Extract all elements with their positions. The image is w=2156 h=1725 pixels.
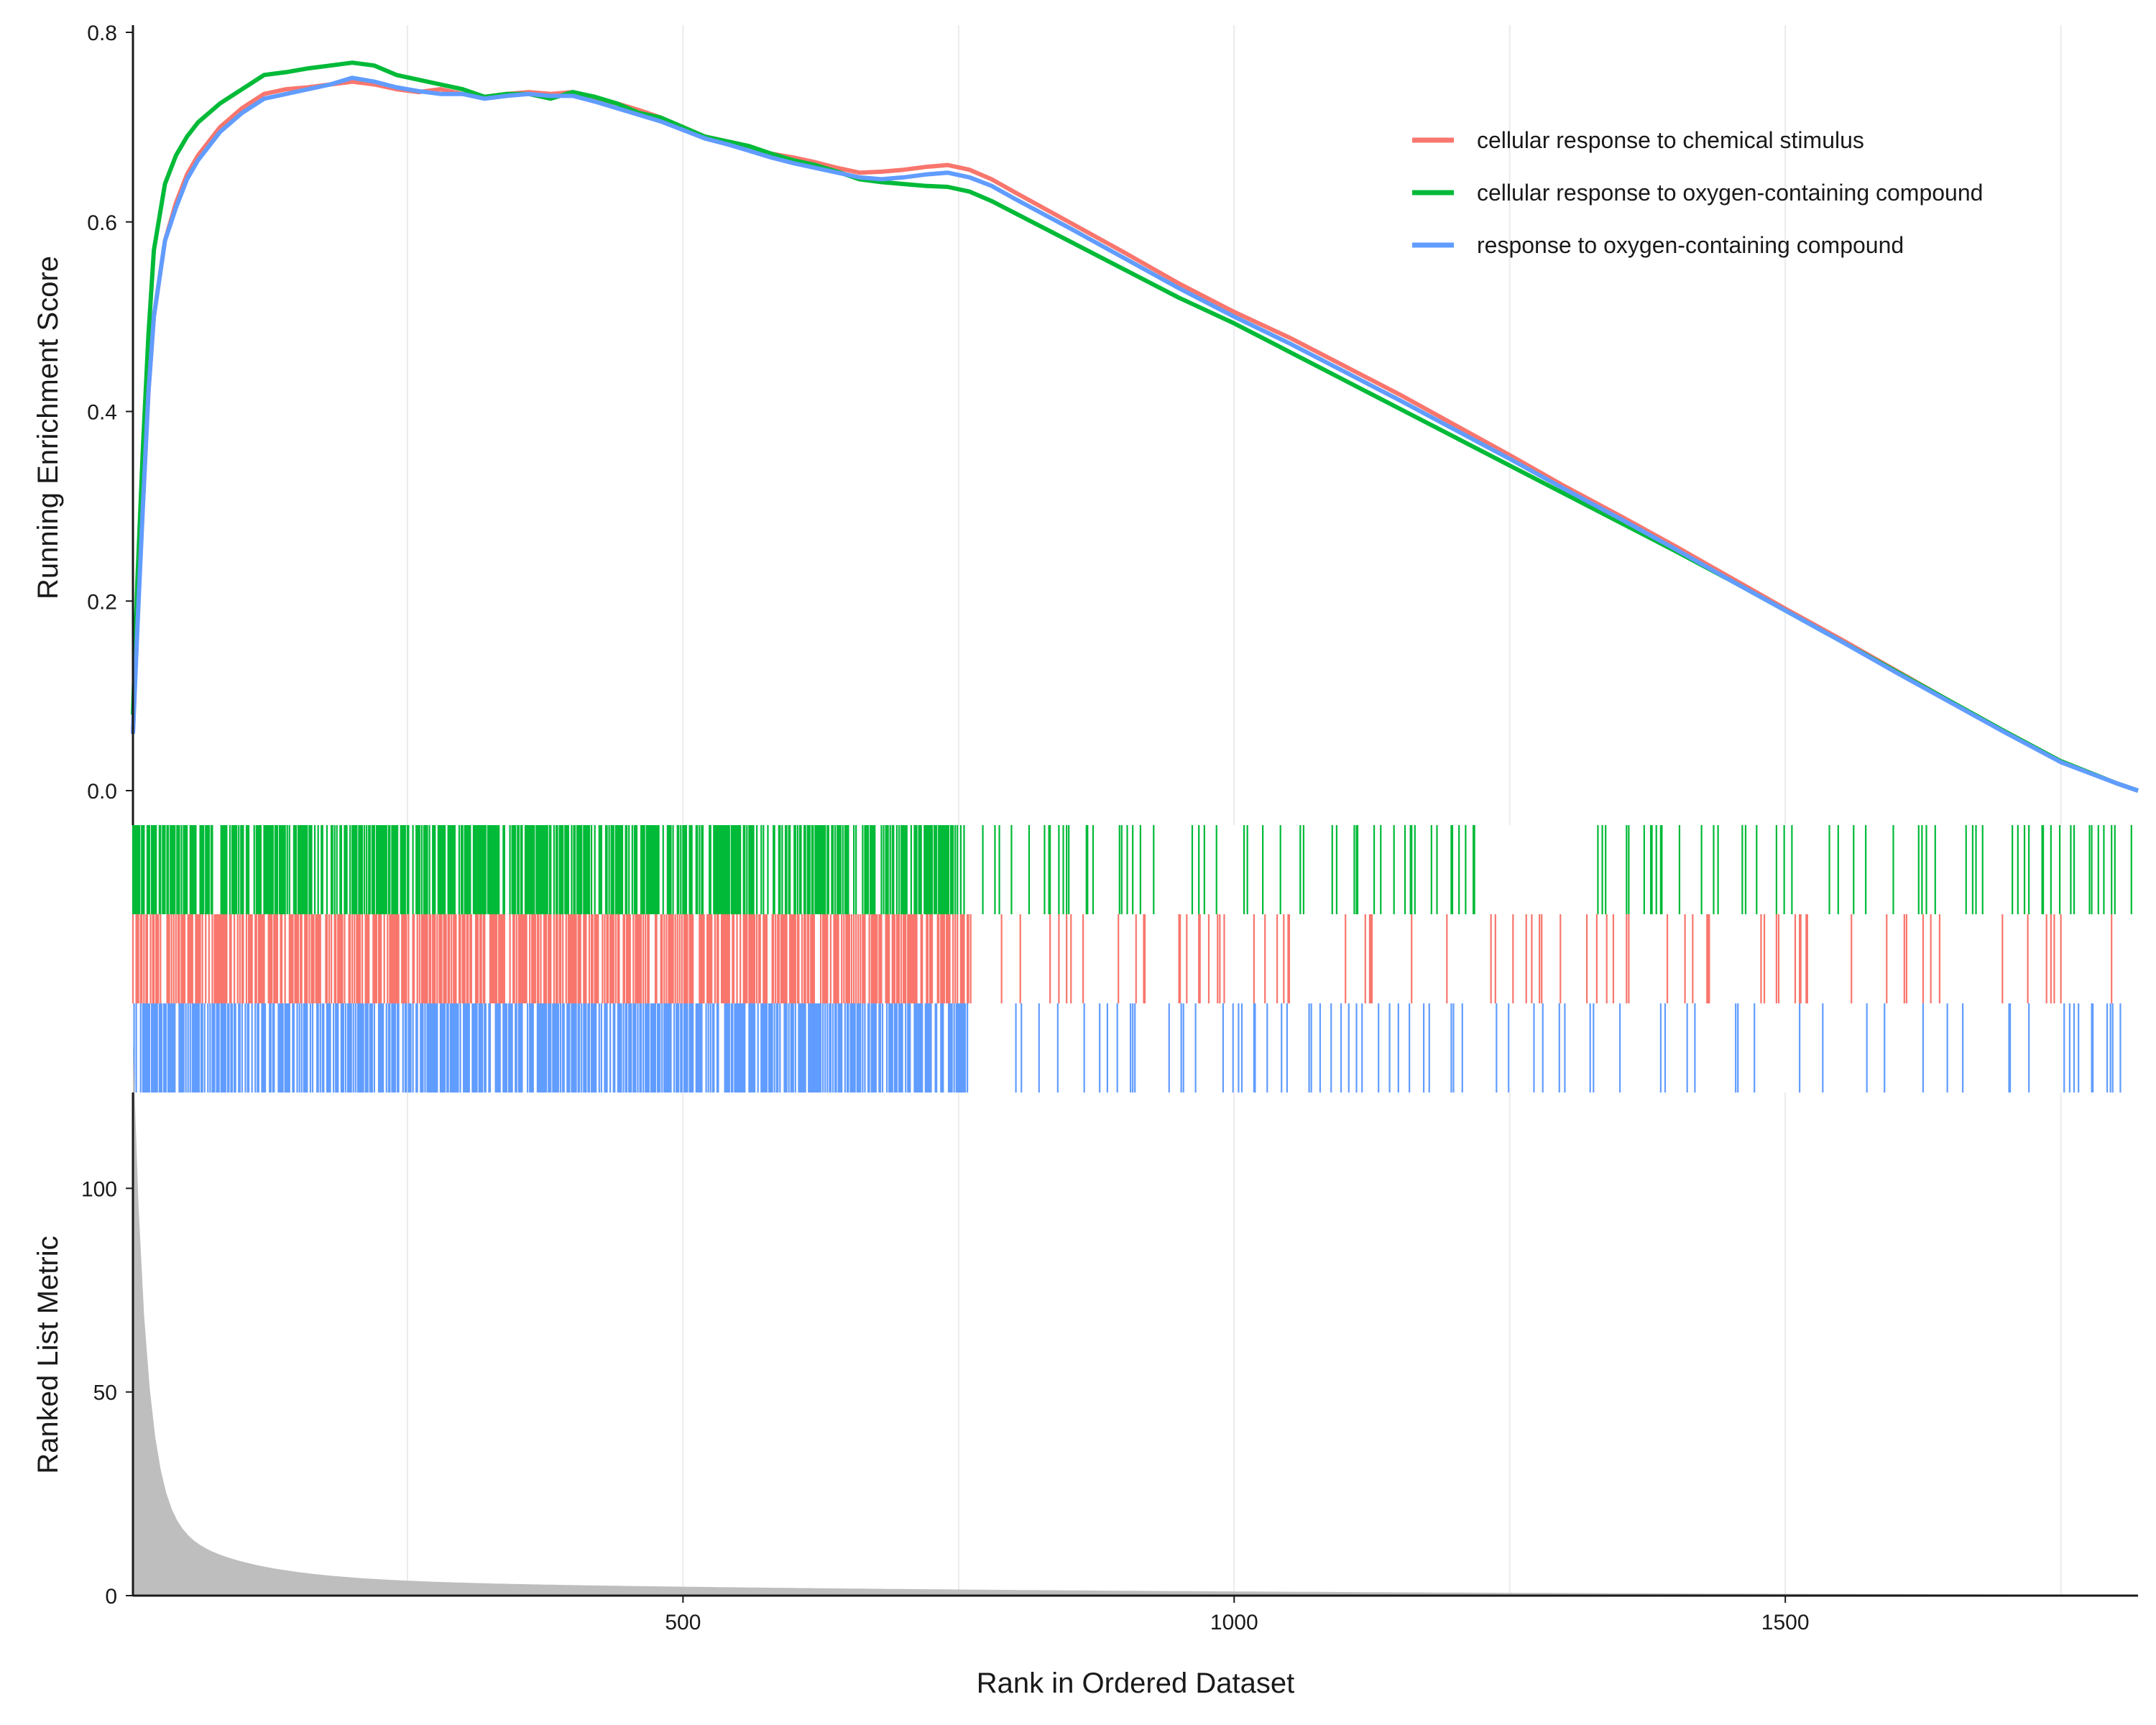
y-axis-title-metric: Ranked List Metric <box>32 1236 64 1473</box>
ranked-metric-area-shape <box>133 1043 2138 1596</box>
legend-label: response to oxygen-containing compound <box>1477 232 1904 258</box>
y-tick-label-enrichment: 0.0 <box>87 780 117 804</box>
y-tick-label-enrichment: 0.2 <box>87 590 117 614</box>
enrichment-lines <box>131 60 2139 793</box>
y-tick-label-metric: 0 <box>105 1585 117 1609</box>
axes: 0.0 0.2 0.4 0.6 0.8 0 50 100 500 1000 1500 <box>81 22 2138 1634</box>
y-tick-label-enrichment: 0.6 <box>87 211 117 235</box>
y-tick-label-metric: 100 <box>81 1177 117 1201</box>
y-tick-label-enrichment: 0.8 <box>87 22 117 45</box>
legend-label: cellular response to chemical stimulus <box>1477 127 1864 153</box>
x-tick-label: 1500 <box>1761 1611 1810 1634</box>
grid-layer <box>406 25 2062 1596</box>
series-line <box>131 75 2139 793</box>
x-tick-label: 1000 <box>1210 1611 1258 1634</box>
y-tick-label-enrichment: 0.4 <box>87 401 117 425</box>
series-line <box>131 60 2139 793</box>
gene-hit-rug <box>132 825 2132 1092</box>
y-axis-title-enrichment: Running Enrichment Score <box>32 256 64 599</box>
ranked-metric-area <box>133 1043 2138 1596</box>
x-tick-label: 500 <box>665 1611 701 1634</box>
legend: cellular response to chemical stimulus ce… <box>1412 127 1983 258</box>
x-axis-title: Rank in Ordered Dataset <box>977 1668 1294 1699</box>
legend-label: cellular response to oxygen-containing c… <box>1477 180 1983 206</box>
y-tick-label-metric: 50 <box>93 1381 117 1405</box>
